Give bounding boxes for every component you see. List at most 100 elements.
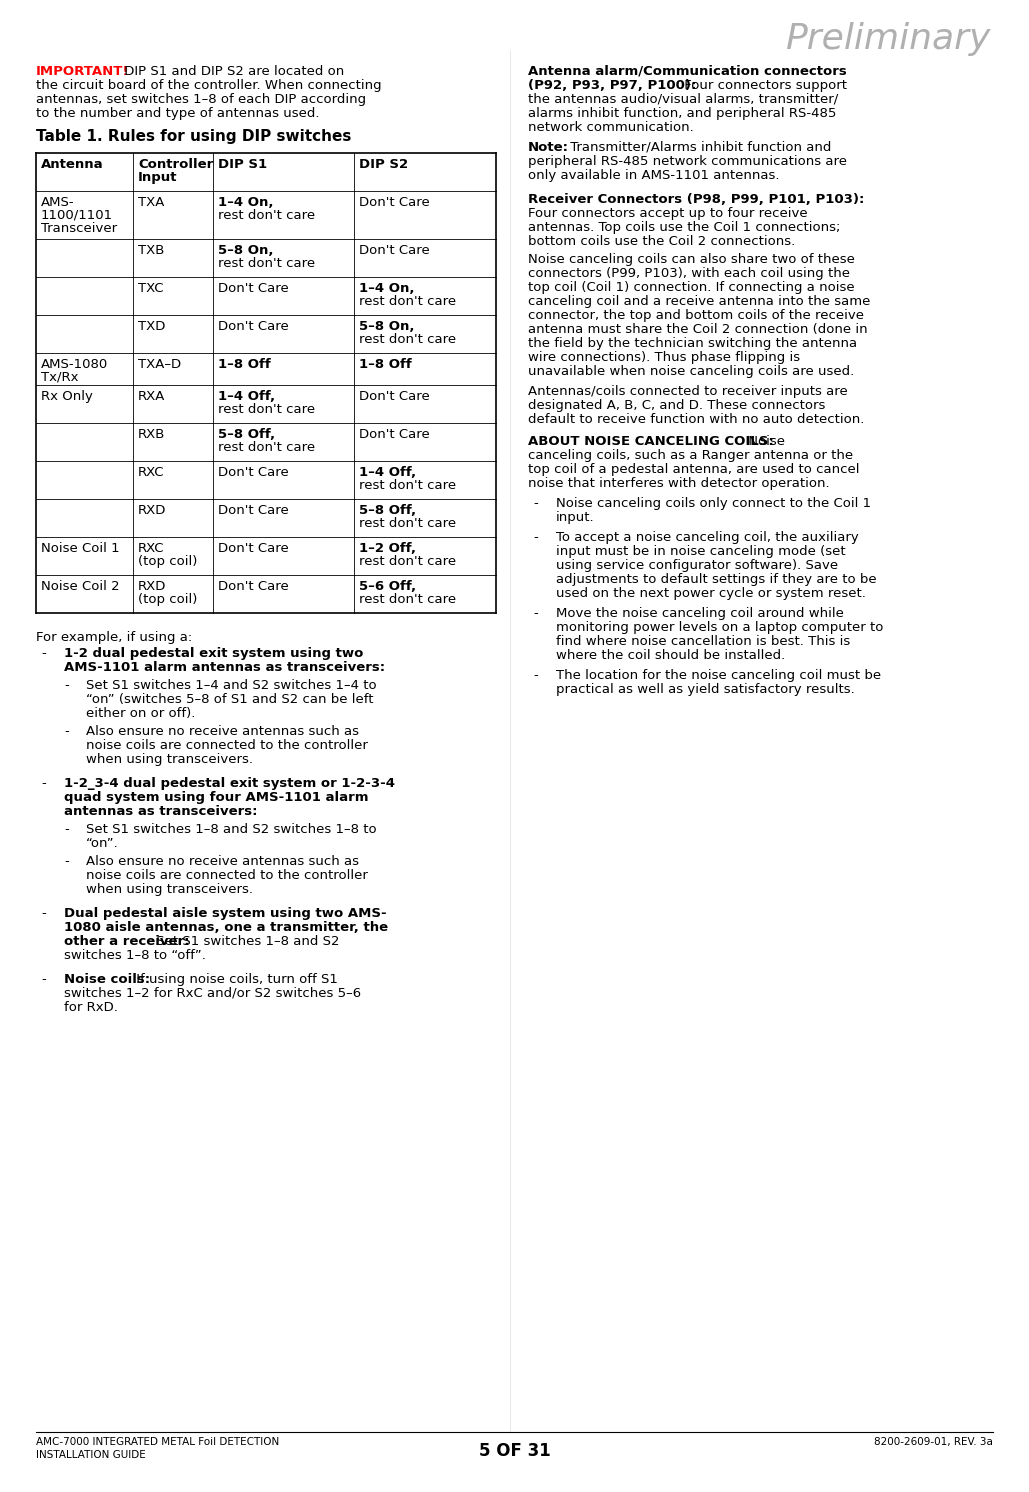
Text: 1–4 On,: 1–4 On, <box>359 282 415 295</box>
Text: wire connections). Thus phase flipping is: wire connections). Thus phase flipping i… <box>528 351 801 364</box>
Text: (top coil): (top coil) <box>138 555 198 568</box>
Text: Dual pedestal aisle system using two AMS-: Dual pedestal aisle system using two AMS… <box>64 907 387 921</box>
Text: top coil of a pedestal antenna, are used to cancel: top coil of a pedestal antenna, are used… <box>528 463 859 476</box>
Text: 5–6 Off,: 5–6 Off, <box>359 580 416 592</box>
Text: the circuit board of the controller. When connecting: the circuit board of the controller. Whe… <box>36 79 382 93</box>
Text: 1–4 Off,: 1–4 Off, <box>218 389 275 403</box>
Text: “on”.: “on”. <box>86 837 118 850</box>
Text: “on” (switches 5–8 of S1 and S2 can be left: “on” (switches 5–8 of S1 and S2 can be l… <box>86 692 374 706</box>
Text: Antennas/coils connected to receiver inputs are: Antennas/coils connected to receiver inp… <box>528 385 848 398</box>
Text: only available in AMS-1101 antennas.: only available in AMS-1101 antennas. <box>528 169 780 182</box>
Text: -: - <box>41 777 45 789</box>
Text: Don't Care: Don't Care <box>218 466 289 479</box>
Text: RXA: RXA <box>138 389 166 403</box>
Text: Preliminary: Preliminary <box>785 22 990 57</box>
Text: find where noise cancellation is best. This is: find where noise cancellation is best. T… <box>556 636 850 648</box>
Text: RXC: RXC <box>138 466 165 479</box>
Text: The location for the noise canceling coil must be: The location for the noise canceling coi… <box>556 668 881 682</box>
Text: where the coil should be installed.: where the coil should be installed. <box>556 649 785 662</box>
Text: when using transceivers.: when using transceivers. <box>86 753 253 765</box>
Text: designated A, B, C, and D. These connectors: designated A, B, C, and D. These connect… <box>528 398 825 412</box>
Text: connector, the top and bottom coils of the receive: connector, the top and bottom coils of t… <box>528 309 864 322</box>
Text: noise coils are connected to the controller: noise coils are connected to the control… <box>86 868 368 882</box>
Text: 1080 aisle antennas, one a transmitter, the: 1080 aisle antennas, one a transmitter, … <box>64 921 388 934</box>
Text: If using noise coils, turn off S1: If using noise coils, turn off S1 <box>132 973 338 986</box>
Text: other a receiver:: other a receiver: <box>64 935 189 947</box>
Text: Rx Only: Rx Only <box>41 389 93 403</box>
Text: for RxD.: for RxD. <box>64 1001 118 1015</box>
Text: used on the next power cycle or system reset.: used on the next power cycle or system r… <box>556 586 865 600</box>
Text: INSTALLATION GUIDE: INSTALLATION GUIDE <box>36 1450 146 1461</box>
Text: Tx/Rx: Tx/Rx <box>41 372 78 383</box>
Text: Don't Care: Don't Care <box>218 580 289 592</box>
Text: TXC: TXC <box>138 282 164 295</box>
Text: -: - <box>64 824 69 836</box>
Text: Set S1 switches 1–8 and S2 switches 1–8 to: Set S1 switches 1–8 and S2 switches 1–8 … <box>86 824 377 836</box>
Text: Receiver Connectors (P98, P99, P101, P103):: Receiver Connectors (P98, P99, P101, P10… <box>528 192 864 206</box>
Text: 1–8 Off: 1–8 Off <box>218 358 271 372</box>
Text: using service configurator software). Save: using service configurator software). Sa… <box>556 560 839 571</box>
Text: TXD: TXD <box>138 319 166 333</box>
Text: Four connectors accept up to four receive: Four connectors accept up to four receiv… <box>528 207 808 219</box>
Text: Also ensure no receive antennas such as: Also ensure no receive antennas such as <box>86 725 359 739</box>
Text: -: - <box>533 668 538 682</box>
Text: rest don't care: rest don't care <box>359 295 456 307</box>
Text: Don't Care: Don't Care <box>218 282 289 295</box>
Text: 5–8 Off,: 5–8 Off, <box>359 504 416 518</box>
Text: (top coil): (top coil) <box>138 592 198 606</box>
Text: RXC: RXC <box>138 542 165 555</box>
Text: AMS-1080: AMS-1080 <box>41 358 108 372</box>
Text: rest don't care: rest don't care <box>359 555 456 568</box>
Text: -: - <box>64 725 69 739</box>
Text: Also ensure no receive antennas such as: Also ensure no receive antennas such as <box>86 855 359 868</box>
Text: Four connectors support: Four connectors support <box>680 79 847 93</box>
Text: Table 1. Rules for using DIP switches: Table 1. Rules for using DIP switches <box>36 128 351 145</box>
Text: -: - <box>64 855 69 868</box>
Text: Controller: Controller <box>138 158 213 172</box>
Text: rest don't care: rest don't care <box>218 209 315 222</box>
Text: RXD: RXD <box>138 504 167 518</box>
Text: Don't Care: Don't Care <box>218 319 289 333</box>
Text: Noise: Noise <box>744 436 785 448</box>
Text: noise coils are connected to the controller: noise coils are connected to the control… <box>86 739 368 752</box>
Text: antennas as transceivers:: antennas as transceivers: <box>64 806 257 818</box>
Text: 1–2 Off,: 1–2 Off, <box>359 542 416 555</box>
Text: 1–4 Off,: 1–4 Off, <box>359 466 416 479</box>
Text: Move the noise canceling coil around while: Move the noise canceling coil around whi… <box>556 607 844 621</box>
Text: the field by the technician switching the antenna: the field by the technician switching th… <box>528 337 857 351</box>
Text: switches 1–2 for RxC and/or S2 switches 5–6: switches 1–2 for RxC and/or S2 switches … <box>64 988 361 1000</box>
Text: 5–8 Off,: 5–8 Off, <box>218 428 275 442</box>
Text: RXB: RXB <box>138 428 166 442</box>
Text: bottom coils use the Coil 2 connections.: bottom coils use the Coil 2 connections. <box>528 236 795 248</box>
Text: connectors (P99, P103), with each coil using the: connectors (P99, P103), with each coil u… <box>528 267 850 280</box>
Text: AMS-: AMS- <box>41 195 75 209</box>
Text: TXA–D: TXA–D <box>138 358 181 372</box>
Text: Set S1 switches 1–4 and S2 switches 1–4 to: Set S1 switches 1–4 and S2 switches 1–4 … <box>86 679 377 692</box>
Text: quad system using four AMS-1101 alarm: quad system using four AMS-1101 alarm <box>64 791 368 804</box>
Text: RXD: RXD <box>138 580 167 592</box>
Text: default to receive function with no auto detection.: default to receive function with no auto… <box>528 413 864 427</box>
Text: AMC-7000 INTEGRATED METAL Foil DETECTION: AMC-7000 INTEGRATED METAL Foil DETECTION <box>36 1437 279 1447</box>
Text: DIP S2: DIP S2 <box>359 158 409 172</box>
Text: For example, if using a:: For example, if using a: <box>36 631 192 645</box>
Text: the antennas audio/visual alarms, transmitter/: the antennas audio/visual alarms, transm… <box>528 93 839 106</box>
Text: input.: input. <box>556 510 595 524</box>
Text: 5 OF 31: 5 OF 31 <box>478 1441 551 1461</box>
Text: switches 1–8 to “off”.: switches 1–8 to “off”. <box>64 949 206 962</box>
Text: antenna must share the Coil 2 connection (done in: antenna must share the Coil 2 connection… <box>528 322 867 336</box>
Text: monitoring power levels on a laptop computer to: monitoring power levels on a laptop comp… <box>556 621 883 634</box>
Text: input must be in noise canceling mode (set: input must be in noise canceling mode (s… <box>556 545 846 558</box>
Text: rest don't care: rest don't care <box>359 479 456 492</box>
Text: -: - <box>41 648 45 659</box>
Text: Don't Care: Don't Care <box>359 389 430 403</box>
Text: network communication.: network communication. <box>528 121 694 134</box>
Text: Antenna: Antenna <box>41 158 104 172</box>
Text: Noise Coil 2: Noise Coil 2 <box>41 580 119 592</box>
Text: Don't Care: Don't Care <box>359 195 430 209</box>
Text: canceling coils, such as a Ranger antenna or the: canceling coils, such as a Ranger antenn… <box>528 449 853 463</box>
Text: Antenna alarm/Communication connectors: Antenna alarm/Communication connectors <box>528 66 847 78</box>
Text: DIP S1: DIP S1 <box>218 158 268 172</box>
Text: 8200-2609-01, REV. 3a: 8200-2609-01, REV. 3a <box>874 1437 993 1447</box>
Text: -: - <box>64 679 69 692</box>
Text: adjustments to default settings if they are to be: adjustments to default settings if they … <box>556 573 877 586</box>
